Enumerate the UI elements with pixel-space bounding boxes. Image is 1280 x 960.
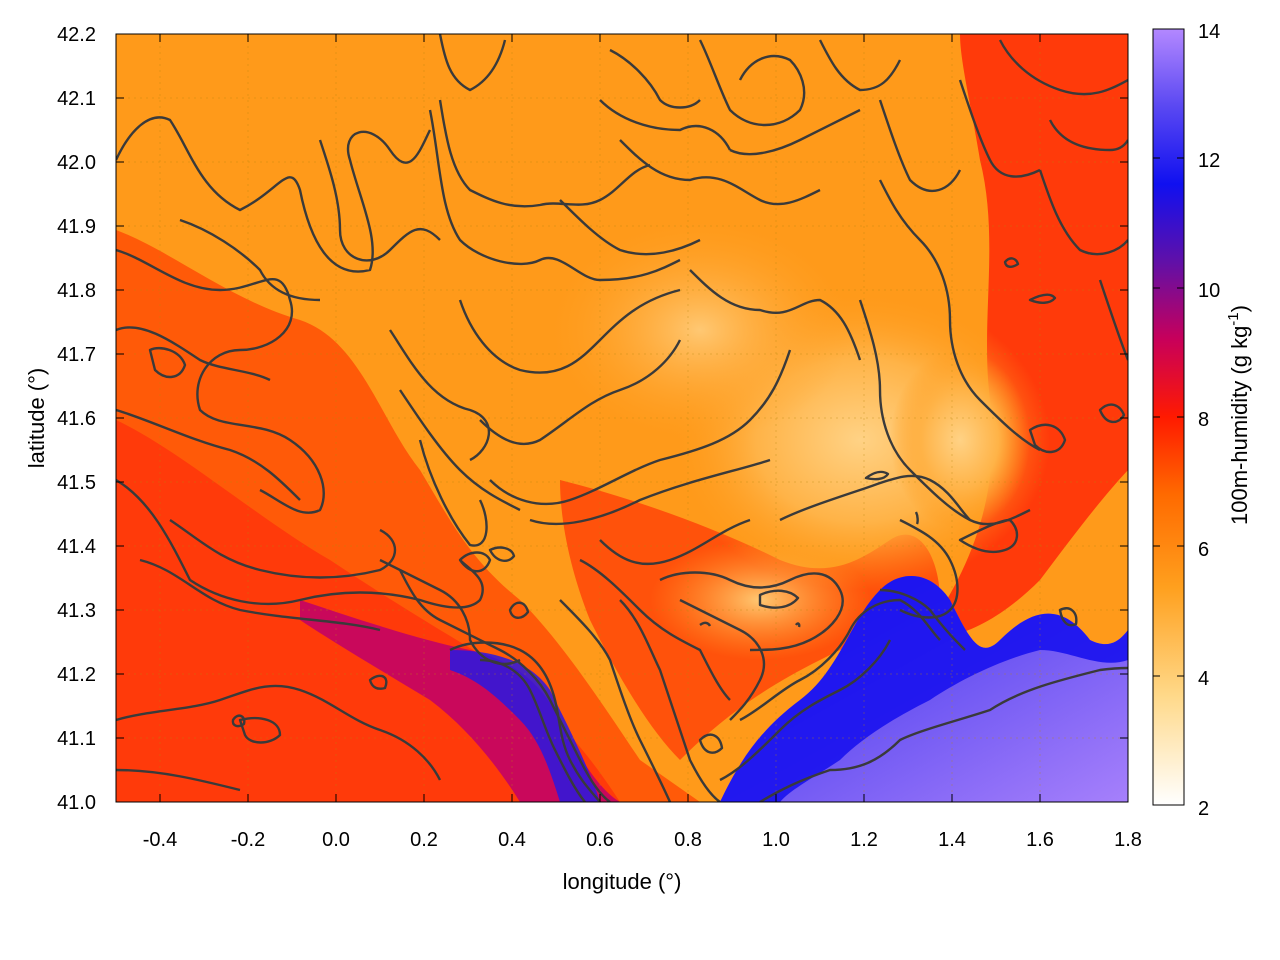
colorbar-title: 100m-humidity (g kg-1) — [1225, 305, 1252, 525]
y-tick-labels: 41.0 41.1 41.2 41.3 41.4 41.5 41.6 41.7 … — [57, 24, 96, 814]
y-tick-label: 41.5 — [57, 472, 96, 494]
y-tick-label: 41.3 — [57, 600, 96, 622]
x-tick-labels: -0.4 -0.2 0.0 0.2 0.4 0.6 0.8 1.0 1.2 1.… — [143, 829, 1142, 851]
colorbar-tick-label: 12 — [1198, 150, 1220, 172]
x-tick-label: 0.4 — [498, 829, 526, 851]
y-tick-label: 42.2 — [57, 24, 96, 46]
x-tick-label: 0.0 — [322, 829, 350, 851]
heatmap-dry-ne — [890, 350, 1030, 530]
x-tick-label: 0.8 — [674, 829, 702, 851]
x-tick-label: 1.4 — [938, 829, 966, 851]
heatmap-humid-east — [920, 34, 1128, 640]
y-tick-marks — [116, 33, 1128, 803]
y-tick-label: 41.6 — [57, 408, 96, 430]
colorbar-tick-label: 2 — [1198, 798, 1209, 820]
heatmap-coast-band — [300, 600, 620, 802]
y-tick-label: 41.4 — [57, 536, 96, 558]
contour-lines — [116, 34, 1128, 802]
heatmap-dry-north — [550, 220, 850, 440]
y-tick-label: 41.8 — [57, 280, 96, 302]
y-tick-label: 41.9 — [57, 216, 96, 238]
x-tick-label: 1.8 — [1114, 829, 1142, 851]
colorbar-tick-labels: 2 4 6 8 10 12 14 — [1198, 21, 1220, 820]
colorbar-tick-label: 14 — [1198, 21, 1220, 43]
y-tick-label: 41.7 — [57, 344, 96, 366]
colorbar-title-main: 100m-humidity (g kg — [1227, 326, 1252, 525]
x-axis-title: longitude (°) — [563, 869, 682, 894]
x-tick-label: 0.6 — [586, 829, 614, 851]
y-tick-label: 42.1 — [57, 88, 96, 110]
y-tick-label: 42.0 — [57, 152, 96, 174]
x-tick-label: -0.4 — [143, 829, 177, 851]
y-axis-title: latitude (°) — [24, 368, 49, 469]
plot-area — [116, 34, 1128, 802]
colorbar-title-superscript: -1 — [1225, 312, 1242, 325]
colorbar-tick-label: 6 — [1198, 539, 1209, 561]
x-tick-label: 1.6 — [1026, 829, 1054, 851]
heatmap-sea-edge — [720, 576, 1128, 802]
x-tick-label: 1.2 — [850, 829, 878, 851]
colorbar-tick-label: 8 — [1198, 409, 1209, 431]
colorbar-tick-label: 4 — [1198, 668, 1209, 690]
colorbar-tick-label: 10 — [1198, 280, 1220, 302]
y-tick-label: 41.2 — [57, 664, 96, 686]
x-tick-label: -0.2 — [231, 829, 265, 851]
colorbar-title-close: ) — [1227, 305, 1252, 312]
x-tick-label: 1.0 — [762, 829, 790, 851]
y-tick-label: 41.1 — [57, 728, 96, 750]
y-tick-label: 41.0 — [57, 792, 96, 814]
grid-lines — [116, 34, 1128, 802]
x-tick-label: 0.2 — [410, 829, 438, 851]
x-tick-marks — [159, 34, 1129, 802]
colorbar-tick-marks — [1153, 28, 1184, 806]
